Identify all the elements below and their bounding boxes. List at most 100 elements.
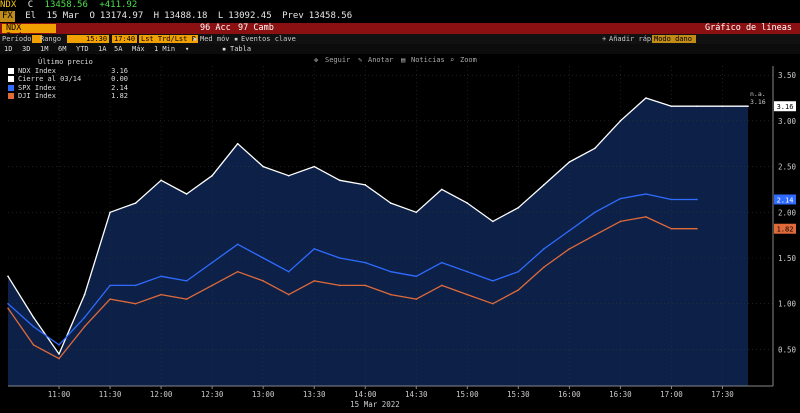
- key-events-checkbox[interactable]: ▪: [234, 35, 239, 43]
- period-6m[interactable]: 6M: [58, 45, 67, 53]
- x-axis-title: 15 Mar 2022: [350, 400, 400, 409]
- menu-follow[interactable]: Seguir: [325, 56, 351, 64]
- data-point: [58, 357, 60, 360]
- end-label-box-dji: [774, 223, 796, 234]
- data-point: [211, 284, 213, 287]
- x-tick-label: 15:30: [507, 390, 530, 399]
- data-point: [338, 179, 341, 182]
- data-point: [211, 261, 213, 264]
- last-price-option[interactable]: Lst Trd/Lst P: [139, 35, 198, 43]
- chart-menu: ✥ Seguir ✎ Anotar ▤ Noticias ⌕ Zoom: [0, 56, 800, 65]
- data-point: [364, 184, 367, 186]
- x-tick-label: 13:30: [303, 390, 326, 399]
- follow-icon[interactable]: ✥: [314, 56, 319, 64]
- data-point: [568, 161, 571, 163]
- data-point: [236, 142, 239, 145]
- period-1d[interactable]: 1D: [4, 45, 13, 53]
- data-point: [287, 174, 290, 177]
- annotate-icon[interactable]: ✎: [358, 56, 363, 64]
- legend-value: 0.00: [111, 75, 128, 83]
- x-tick-label: 15:00: [456, 390, 479, 399]
- data-point: [109, 298, 111, 300]
- series-line-spx-index: [7, 193, 697, 346]
- data-point: [466, 293, 469, 296]
- range-start[interactable]: 15:30: [84, 35, 110, 43]
- data-point: [594, 147, 596, 150]
- period-field[interactable]: [32, 35, 42, 43]
- data-point: [83, 293, 86, 296]
- end-label-dji: 1.82: [777, 226, 794, 234]
- mode-dropdown[interactable]: Modo dano: [652, 35, 696, 43]
- data-point: [619, 197, 622, 200]
- data-point: [492, 220, 494, 223]
- data-point: [185, 280, 188, 282]
- end-label-box-spx: [774, 194, 796, 205]
- dropdown-icon[interactable]: ▾: [185, 45, 190, 53]
- edit-button[interactable]: 97 Camb: [238, 23, 274, 33]
- data-point: [364, 284, 367, 287]
- legend-item-dji[interactable]: DJI Index 1.82: [8, 92, 128, 101]
- data-point: [492, 280, 494, 282]
- y-tick-label: 3.50: [778, 71, 797, 80]
- ticker[interactable]: NDX: [0, 0, 17, 10]
- period-ytd[interactable]: YTD: [76, 45, 89, 53]
- data-point: [83, 325, 86, 328]
- prev-value: 13458.56: [308, 11, 353, 21]
- end-label-spx: 2.14: [777, 196, 794, 204]
- fx-badge[interactable]: FX: [0, 11, 15, 22]
- table-label[interactable]: Tabla: [230, 45, 252, 53]
- period-label: Período: [2, 35, 32, 43]
- data-point: [160, 179, 162, 182]
- data-point: [58, 344, 60, 346]
- low-value: 13092.45: [228, 11, 272, 21]
- legend-swatch: [8, 84, 14, 91]
- data-point: [109, 284, 111, 287]
- data-point: [83, 316, 86, 319]
- add-quick-icon[interactable]: +: [602, 35, 607, 43]
- data-point: [262, 165, 264, 168]
- menu-news[interactable]: Noticias: [411, 56, 445, 64]
- legend-header: Último precio: [38, 58, 93, 66]
- mov-avg-checkbox[interactable]: ▪: [193, 35, 198, 43]
- data-point: [517, 270, 520, 273]
- data-point: [415, 275, 418, 278]
- legend-value: 1.82: [111, 92, 128, 100]
- prev-label: Prev: [282, 11, 304, 21]
- data-point: [415, 298, 418, 300]
- y-tick-label: 2.50: [778, 163, 797, 172]
- price-change: +411.92: [99, 0, 138, 10]
- legend-swatch: [8, 93, 14, 99]
- legend: Último precio NDX Index 3.16 Cierre al 0…: [8, 58, 128, 101]
- data-point: [466, 270, 469, 273]
- zoom-icon[interactable]: ⌕: [450, 56, 455, 64]
- y-tick-label: 1.50: [778, 254, 797, 263]
- exchange: El: [25, 11, 37, 21]
- range-end[interactable]: 17:40: [112, 35, 138, 43]
- data-point: [543, 248, 545, 250]
- period-5a[interactable]: 5A: [114, 45, 123, 53]
- na-label: n.a.: [750, 90, 766, 98]
- legend-name: Cierre al 03/14: [18, 75, 82, 83]
- period-3d[interactable]: 3D: [22, 45, 31, 53]
- legend-item-close[interactable]: Cierre al 03/14 0.00: [8, 75, 128, 84]
- data-point: [185, 298, 188, 300]
- menu-annotate[interactable]: Anotar: [368, 56, 394, 64]
- actions-button[interactable]: 96 Acc: [200, 23, 231, 33]
- grid: [8, 66, 773, 386]
- x-tick-label: 16:00: [558, 390, 581, 399]
- period-1min[interactable]: 1 Min: [154, 45, 176, 53]
- legend-item-ndx[interactable]: NDX Index 3.16: [8, 67, 128, 76]
- period-1m[interactable]: 1M: [40, 45, 49, 53]
- period-1a[interactable]: 1A: [98, 45, 107, 53]
- legend-item-spx[interactable]: SPX Index 2.14: [8, 84, 128, 93]
- data-point: [7, 302, 9, 305]
- add-quick-label[interactable]: Añadir rápic: [609, 35, 660, 43]
- data-point: [338, 257, 341, 259]
- range-date-field[interactable]: [67, 35, 85, 43]
- news-icon[interactable]: ▤: [401, 56, 406, 64]
- period-max[interactable]: Máx: [132, 45, 145, 53]
- menu-zoom[interactable]: Zoom: [460, 56, 477, 64]
- x-tick-label: 11:30: [99, 390, 122, 399]
- table-icon[interactable]: ▪: [222, 45, 227, 53]
